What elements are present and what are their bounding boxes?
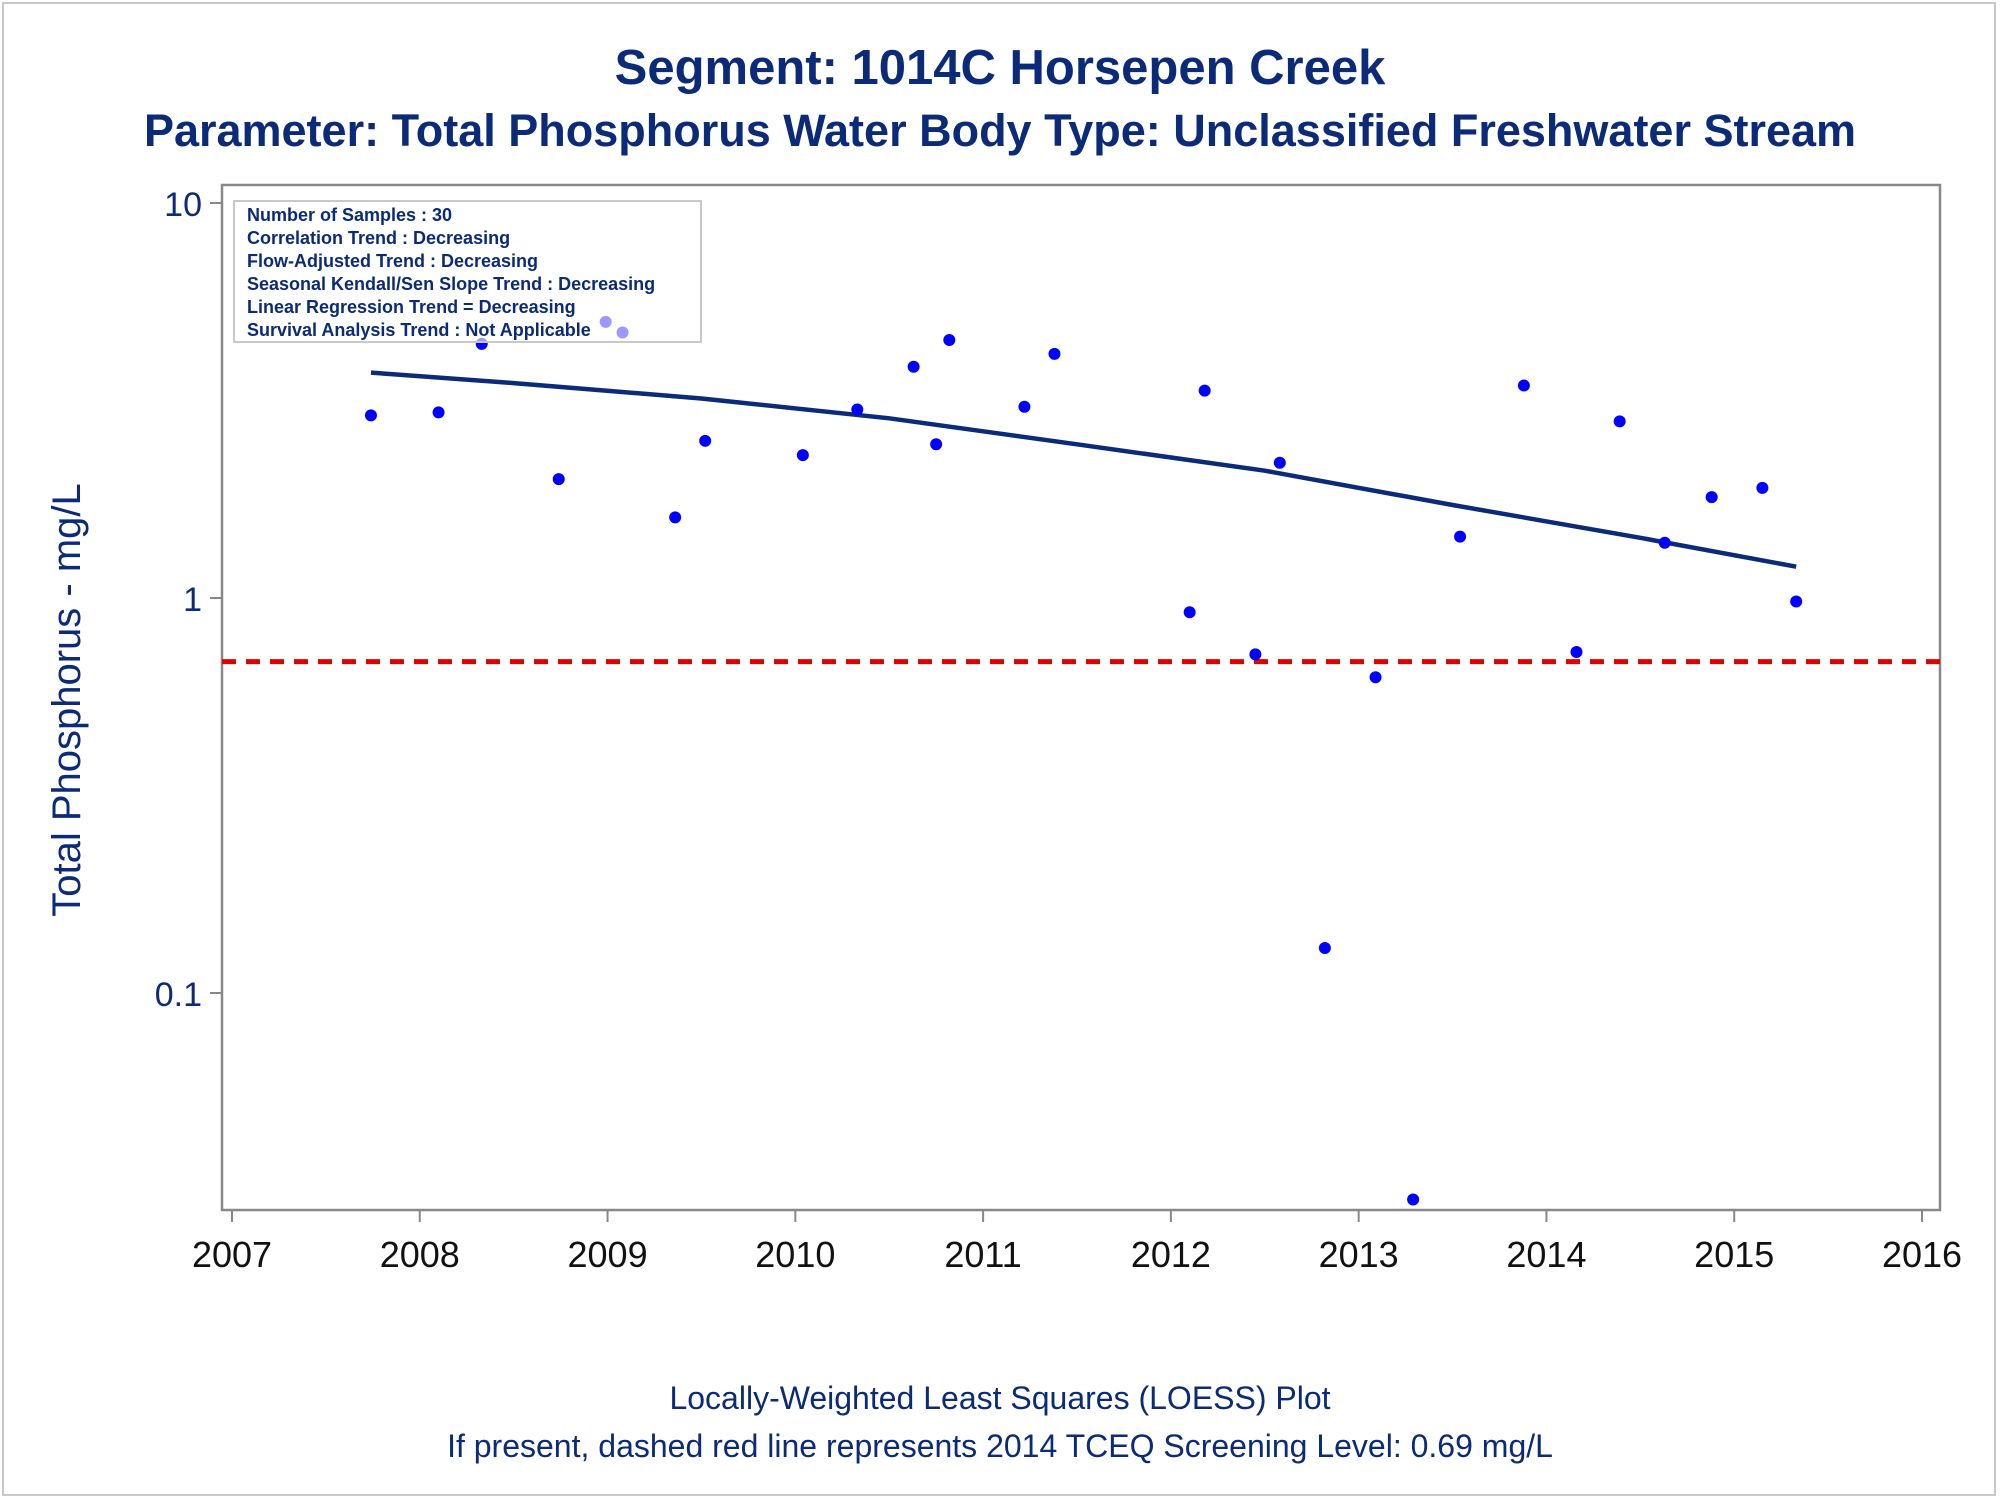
sample-point bbox=[699, 434, 712, 447]
loess-curve bbox=[370, 370, 1797, 569]
x-tick-label: 2015 bbox=[1694, 1234, 1774, 1275]
x-tick-label: 2016 bbox=[1882, 1234, 1962, 1275]
info-box-line: Number of Samples : 30 bbox=[247, 205, 452, 225]
x-tick-label: 2008 bbox=[380, 1234, 460, 1275]
x-tick-label: 2012 bbox=[1131, 1234, 1211, 1275]
x-tick-label: 2011 bbox=[944, 1234, 1021, 1275]
sample-point bbox=[943, 333, 956, 346]
sample-point bbox=[1198, 384, 1211, 397]
axes: 2007 2008 2009 2010 2011 2012 2013 2014 2015 2016… bbox=[155, 183, 1962, 1275]
chart-subtitle: Parameter: Total Phosphorus Water Body T… bbox=[143, 105, 1857, 156]
sample-points bbox=[364, 315, 1803, 1206]
sample-point bbox=[1183, 606, 1196, 619]
sample-point bbox=[1048, 347, 1061, 360]
x-tick-label: 2007 bbox=[192, 1234, 272, 1275]
y-axis-label: Total Phosphorus - mg/L bbox=[45, 483, 89, 917]
sample-point bbox=[1249, 648, 1262, 661]
sample-point bbox=[1756, 481, 1769, 494]
info-box-line: Correlation Trend : Decreasing bbox=[247, 228, 510, 248]
y-tick-label: 10 bbox=[164, 186, 202, 224]
sample-point bbox=[1273, 456, 1286, 469]
sample-point bbox=[364, 409, 377, 422]
x-tick-label: 2010 bbox=[755, 1234, 835, 1275]
info-box-line: Flow-Adjusted Trend : Decreasing bbox=[247, 251, 538, 271]
chart-title: Segment: 1014C Horsepen Creek bbox=[614, 41, 1386, 95]
y-tick-label: 1 bbox=[183, 581, 202, 619]
x-tick-label: 2009 bbox=[568, 1234, 648, 1275]
x-tick-label: 2014 bbox=[1506, 1234, 1586, 1275]
sample-point bbox=[907, 360, 920, 373]
sample-point bbox=[1018, 400, 1031, 413]
info-box-border bbox=[233, 200, 702, 343]
sample-point bbox=[1570, 645, 1583, 658]
sample-point bbox=[1613, 415, 1626, 428]
sample-point bbox=[796, 449, 809, 462]
footnote-loess: Locally-Weighted Least Squares (LOESS) P… bbox=[669, 1380, 1331, 1416]
info-box-line: Linear Regression Trend = Decreasing bbox=[247, 297, 576, 317]
sample-point bbox=[1318, 941, 1331, 954]
info-box: Number of Samples : 30 Correlation Trend … bbox=[233, 200, 702, 343]
sample-point bbox=[1658, 536, 1671, 549]
sample-point bbox=[1705, 491, 1718, 504]
sample-point bbox=[552, 473, 565, 486]
sample-point bbox=[432, 406, 445, 419]
sample-point bbox=[1517, 379, 1530, 392]
sample-point bbox=[1454, 530, 1467, 543]
info-box-line: Survival Analysis Trend : Not Applicable bbox=[247, 320, 591, 340]
sample-point bbox=[669, 511, 682, 524]
loess-line bbox=[370, 370, 1797, 569]
y-tick-label: 0.1 bbox=[155, 976, 202, 1014]
sample-point bbox=[1369, 671, 1382, 684]
info-box-line: Seasonal Kendall/Sen Slope Trend : Decre… bbox=[247, 274, 655, 294]
plot-area-border bbox=[220, 183, 1942, 1212]
sample-point bbox=[1790, 595, 1803, 608]
sample-point bbox=[1407, 1193, 1420, 1206]
sample-point bbox=[851, 403, 864, 416]
footnote-screening: If present, dashed red line represents 2… bbox=[447, 1428, 1553, 1464]
x-tick-label: 2013 bbox=[1319, 1234, 1399, 1275]
sample-point bbox=[930, 438, 943, 451]
